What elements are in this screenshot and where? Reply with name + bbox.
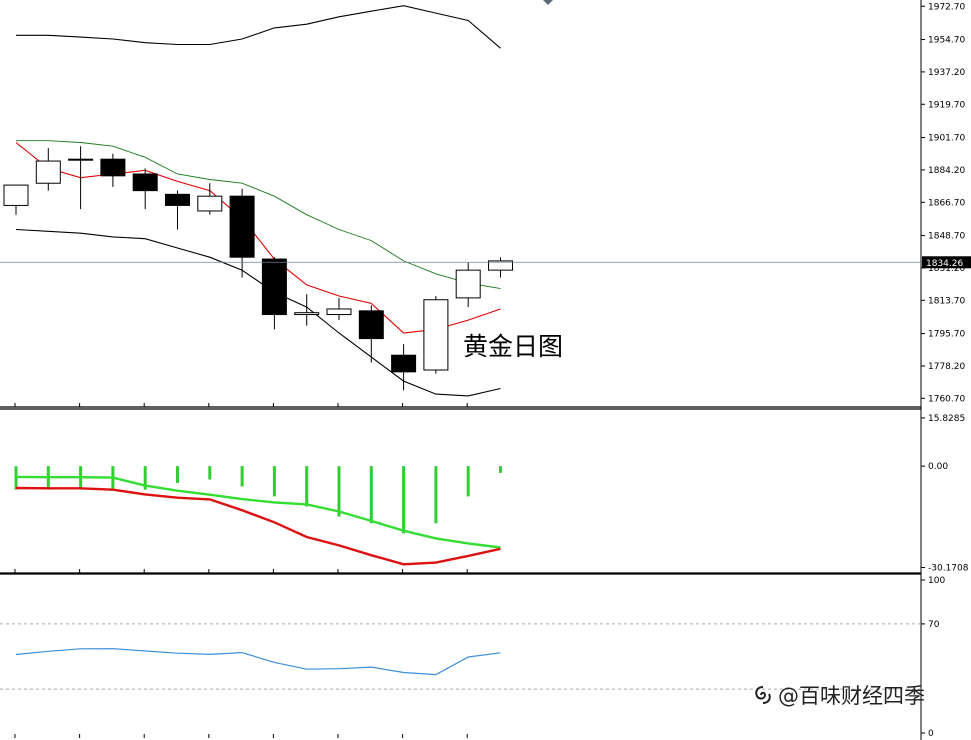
candle-body-up xyxy=(68,158,94,161)
candle-body-up xyxy=(294,312,320,316)
price-tick-label: 1901.70 xyxy=(928,134,965,144)
rsi-tick-label: 100 xyxy=(928,576,945,586)
price-tick-label: 1848.70 xyxy=(928,232,965,242)
candle xyxy=(68,146,94,210)
macd-tick-label: 0.00 xyxy=(928,462,948,472)
candle-body-down xyxy=(358,310,384,340)
candle xyxy=(35,148,61,191)
current-price-tag: 1834.26 xyxy=(922,256,971,269)
macd-tick-label: -30.1708 xyxy=(928,564,969,574)
macd-tick-label: 15.8285 xyxy=(928,414,965,424)
candle-body-up xyxy=(3,184,29,206)
candle xyxy=(358,305,384,363)
candle-body-down xyxy=(391,354,417,373)
price-tick-label: 1937.20 xyxy=(928,68,965,78)
candle xyxy=(100,153,126,187)
bollinger-upper-line xyxy=(16,5,501,49)
candle xyxy=(3,184,29,215)
watermark: @百味财经四季 xyxy=(752,680,925,710)
top-marker xyxy=(543,0,553,5)
price-tick-label: 1778.20 xyxy=(928,362,965,372)
macd-panel xyxy=(14,466,502,566)
price-tick-label: 1813.70 xyxy=(928,296,965,306)
candle-body-down xyxy=(229,195,255,258)
price-tick-label: 1919.70 xyxy=(928,100,965,110)
ma-green-line xyxy=(16,140,501,290)
candle xyxy=(423,296,449,374)
price-tick-label: 1760.70 xyxy=(928,394,965,404)
price-axis: 1972.70 1954.70 1937.20 1919.70 1901.70 1884.… xyxy=(921,2,971,739)
rsi-line xyxy=(15,648,501,676)
candle xyxy=(391,344,417,391)
candle-body-up xyxy=(488,260,513,271)
candle xyxy=(132,168,158,210)
candle xyxy=(294,294,320,326)
watermark-text: @百味财经四季 xyxy=(778,684,925,708)
price-tick-label: 1884.20 xyxy=(928,166,965,176)
candle-body-up xyxy=(326,308,352,316)
candle xyxy=(261,257,287,330)
macd-main-line xyxy=(15,486,501,566)
current-price-label: 1834.26 xyxy=(926,259,963,269)
candle xyxy=(229,188,255,278)
grid-layer xyxy=(0,0,922,740)
candle-body-up xyxy=(197,195,223,212)
rsi-panel xyxy=(0,623,921,690)
price-tick-label: 1866.70 xyxy=(928,198,965,208)
candle xyxy=(197,183,223,215)
candle xyxy=(165,190,190,230)
candle-body-down xyxy=(100,158,126,177)
price-tick-label: 1972.70 xyxy=(928,2,965,12)
ma-red-line xyxy=(15,142,501,334)
current-price-box xyxy=(922,256,971,269)
candle-body-down xyxy=(132,173,158,192)
candle xyxy=(455,262,481,308)
candle-body-up xyxy=(35,160,61,184)
chart-annotation: 黄金日图 xyxy=(463,332,564,361)
candle xyxy=(326,297,352,321)
candle-body-up xyxy=(455,269,481,299)
price-panel xyxy=(0,5,921,397)
swirl-logo-icon xyxy=(755,686,771,704)
price-tick-label: 1795.70 xyxy=(928,330,965,340)
rsi-tick-label: 0 xyxy=(928,729,934,739)
candle-body-up xyxy=(423,299,449,371)
price-tick-label: 1954.70 xyxy=(928,36,965,46)
candle xyxy=(488,257,513,278)
candle-body-down xyxy=(165,193,190,206)
candle-body-down xyxy=(261,258,287,316)
macd-signal-line xyxy=(15,475,501,549)
bollinger-lower-line xyxy=(15,228,501,397)
rsi-tick-label: 70 xyxy=(928,620,940,630)
price-tick-label: 1831.20 xyxy=(928,264,965,274)
